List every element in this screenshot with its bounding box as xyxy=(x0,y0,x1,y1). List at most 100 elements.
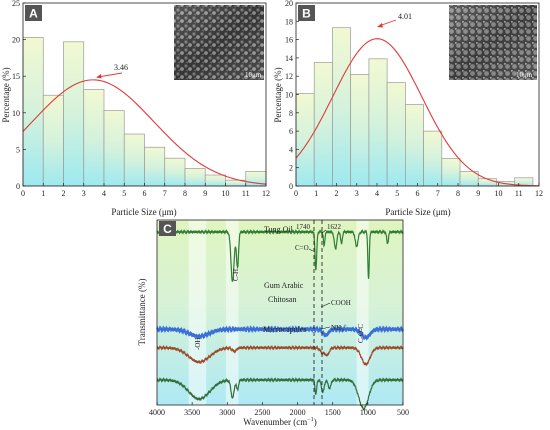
panel-b-y-tick-label: 16 xyxy=(285,36,293,45)
panel-a-x-axis-label: Particle Size (μm) xyxy=(111,207,176,217)
panel-b-bar xyxy=(350,74,370,187)
spectrum-gum-arabic xyxy=(156,325,404,341)
panel-a-sem-image: 10μm xyxy=(174,5,264,80)
panel-b-x-tick-label: 7 xyxy=(436,189,440,198)
panel-a-x-tick-label: 5 xyxy=(122,189,126,198)
panel-b-bar xyxy=(368,58,388,187)
panel-b-y-tick-label: 14 xyxy=(285,54,293,63)
panel-a-bar xyxy=(103,110,125,187)
annotation-cooh-arrow xyxy=(320,302,331,308)
panel-c-y-axis-label: Transmittance (%) xyxy=(137,279,147,346)
panel-a-x-tick-label: 6 xyxy=(143,189,147,198)
panel-a-bar xyxy=(42,94,64,187)
panel-c-highlight-bands xyxy=(188,220,369,405)
annotation-nh3: NH3+ xyxy=(331,324,347,334)
panel-c-x-tick-label: 2500 xyxy=(254,408,270,417)
panel-c-ticks: 4000 3500 3000 2500 2000 1500 1000 500 xyxy=(149,402,409,417)
panel-b-x-tick-label: 12 xyxy=(535,189,543,198)
panel-a-y-axis-label: Percentage (%) xyxy=(1,67,11,122)
panel-c-x-tick-label: 1000 xyxy=(360,408,376,417)
panel-b-x-tick-label: 11 xyxy=(515,189,523,198)
spectrum-chitosan xyxy=(156,344,404,367)
panel-b-x-tick-label: 5 xyxy=(395,189,399,198)
panel-c-x-tick-label: 1500 xyxy=(325,408,341,417)
panel-a-fit-curve xyxy=(22,79,267,185)
panel-a-x-tick-label: 8 xyxy=(183,189,187,198)
panel-c-x-tick-label: 3500 xyxy=(184,408,200,417)
panel-b-peak-arrowhead xyxy=(377,23,383,28)
panel-a-scale-bar-label: 10μm xyxy=(245,71,262,79)
panel-a-bar xyxy=(204,174,226,187)
panel-a-y-tick-label: 0 xyxy=(16,182,20,191)
panel-b-y-axis-label: Percentage (%) xyxy=(273,67,283,122)
panel-c-label-box xyxy=(159,221,176,236)
panel-b-x-tick-label: 9 xyxy=(476,189,480,198)
panel-a-bars xyxy=(22,37,267,187)
panel-b-y-tick-label: 6 xyxy=(289,127,293,136)
series-label-tung-oil: Tung Oil xyxy=(264,225,294,234)
spectrum-tung-oil xyxy=(156,228,404,282)
panel-c-x-tick-label: 3000 xyxy=(219,408,235,417)
panel-a-bar xyxy=(63,41,85,187)
panel-b-x-tick-label: 8 xyxy=(456,189,460,198)
annotation-c-o-arrow xyxy=(308,248,314,252)
panel-c-x-tick-label: 500 xyxy=(397,408,409,417)
panel-a-bar xyxy=(184,168,206,187)
panel-b-x-tick-label: 2 xyxy=(335,189,339,198)
panel-b-bar xyxy=(295,93,315,187)
panel-c-spectra-lines xyxy=(156,228,404,412)
panel-a-label-box xyxy=(25,5,42,21)
panel-a-x-tick-label: 2 xyxy=(62,189,66,198)
panel-a-y-tick-label: 20 xyxy=(12,36,20,45)
panel-b-bar xyxy=(405,104,424,187)
panel-c-x-axis-label: Wavenumber (cm−1) xyxy=(243,417,316,427)
panel-b-scale-bar-label: 10μm xyxy=(516,71,533,79)
panel-b-y-tick-label: 20 xyxy=(285,0,293,8)
panel-b-peak-label: 4.01 xyxy=(398,12,412,21)
panel-b-fit-curve xyxy=(295,38,540,187)
annotation-c-o-c: C-O-C xyxy=(357,324,365,343)
panel-b-y-tick-label: 10 xyxy=(285,91,293,100)
annotation-1740: 1740 xyxy=(296,223,311,231)
annotation-c-h: C-H xyxy=(232,269,240,281)
annotation-cooh: COOH xyxy=(331,299,351,307)
panel-c-x-tick-label: 4000 xyxy=(149,408,165,417)
panel-a-x-tick-label: 11 xyxy=(242,189,250,198)
panel-a-x-tick-label: 10 xyxy=(222,189,230,198)
series-label-gum-arabic: Gum Arabic xyxy=(264,281,304,290)
panel-b-y-tick-label: 4 xyxy=(289,145,293,154)
panel-b-x-tick-label: 0 xyxy=(294,189,298,198)
panel-c-highlight-band xyxy=(188,220,207,405)
panel-a-letter: A xyxy=(29,7,38,21)
panel-b-x-tick-label: 6 xyxy=(416,189,420,198)
series-label-chitosan: Chitosan xyxy=(268,295,296,304)
panel-a-bar xyxy=(22,37,44,187)
panel-b-x-tick-label: 1 xyxy=(314,189,318,198)
panel-b-bar xyxy=(423,130,443,187)
annotation-c-o: C=O xyxy=(295,244,309,252)
panel-c-highlight-band xyxy=(356,220,369,405)
panel-c-highlight-band xyxy=(225,220,239,405)
panel-b-x-axis-label: Particle Size (μm) xyxy=(385,207,450,217)
annotation-1622: 1622 xyxy=(327,223,342,231)
panel-a-x-tick-label: 4 xyxy=(102,189,106,198)
panel-a-x-tick-label: 0 xyxy=(21,189,25,198)
panel-a-bar xyxy=(164,157,186,187)
panel-b-bar xyxy=(441,158,461,187)
series-label-microcapules: Microcapules xyxy=(263,325,307,334)
panel-a-x-tick-label: 1 xyxy=(41,189,45,198)
panel-a-x-tick-label: 7 xyxy=(163,189,167,198)
panel-c-ftir-spectra: 4000 3500 3000 2500 2000 1500 1000 500 C Tung O… xyxy=(137,219,409,427)
panel-b-y-tick-label: 8 xyxy=(289,109,293,118)
panel-a-x-tick-label: 9 xyxy=(203,189,207,198)
panel-a-y-tick-label: 25 xyxy=(12,0,20,8)
panel-a-peak-arrow xyxy=(97,72,123,78)
panel-b-label-box xyxy=(298,5,315,21)
spectrum-microcapules xyxy=(156,376,404,412)
panel-b-bar xyxy=(477,178,497,187)
